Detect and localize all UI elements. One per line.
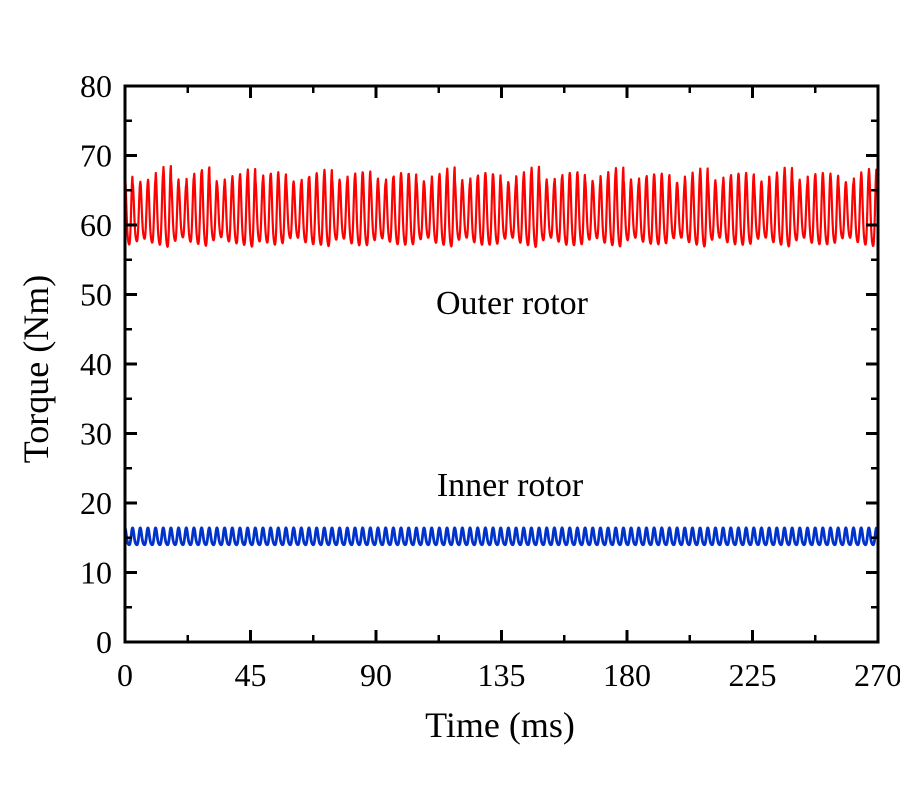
y-tick-label: 80	[80, 68, 112, 104]
plot-area	[125, 86, 878, 642]
x-tick-label: 90	[360, 657, 392, 693]
axis-layer	[123, 84, 880, 644]
y-tick-label: 20	[80, 485, 112, 521]
y-tick-label: 30	[80, 416, 112, 452]
y-tick-label: 50	[80, 277, 112, 313]
x-tick-label: 0	[117, 657, 133, 693]
y-axis-label: Torque (Nm)	[16, 275, 56, 463]
x-tick-label: 180	[603, 657, 651, 693]
x-axis-label: Time (ms)	[425, 705, 575, 745]
y-tick-label: 60	[80, 207, 112, 243]
inner-rotor-label: Inner rotor	[437, 467, 584, 504]
y-tick-label: 10	[80, 555, 112, 591]
x-tick-label: 270	[854, 657, 900, 693]
y-tick-label: 0	[96, 624, 112, 660]
label-layer: 0 45 90 135 180 225 270 0 10 20 30 40 50 60 70 80 Time (…	[16, 68, 900, 745]
outer-rotor-label: Outer rotor	[436, 285, 589, 322]
x-tick-label: 135	[478, 657, 526, 693]
series-line-outer-rotor	[123, 164, 880, 248]
y-tick-label: 40	[80, 346, 112, 382]
y-tick-label: 70	[80, 138, 112, 174]
plot-layer	[125, 86, 878, 642]
series-line-inner-rotor	[123, 526, 880, 547]
x-tick-label: 45	[235, 657, 267, 693]
x-tick-label: 225	[729, 657, 777, 693]
series-layer	[123, 164, 880, 547]
